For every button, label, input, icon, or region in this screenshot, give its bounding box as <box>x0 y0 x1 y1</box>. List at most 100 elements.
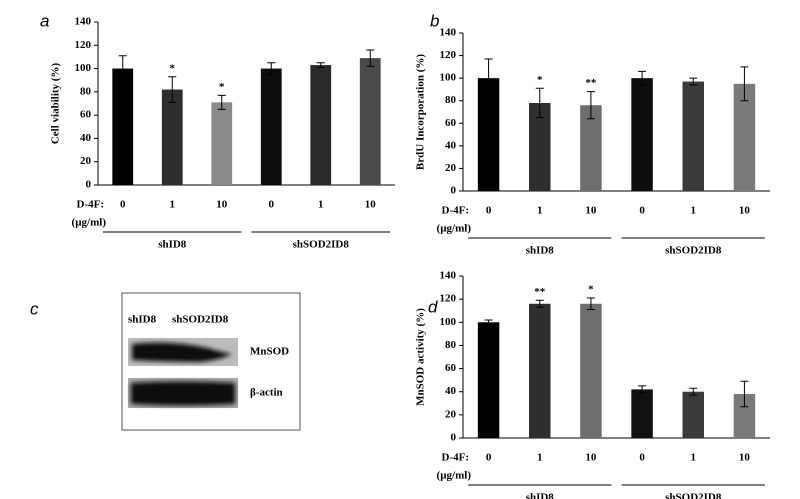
bar <box>682 391 704 438</box>
y-tick-label: 100 <box>440 72 457 84</box>
error-bar <box>638 385 647 394</box>
group-label: shSOD2ID8 <box>293 239 350 251</box>
significance: * <box>170 62 176 74</box>
y-axis-label: Cell viability (%) <box>50 63 62 145</box>
y-tick-label: 140 <box>440 27 457 39</box>
y-axis-label: BrdU Incorporation (%) <box>415 54 427 170</box>
x-tick-label: 0 <box>486 452 492 464</box>
error-bar <box>535 299 544 308</box>
error-bar <box>217 94 226 110</box>
bar <box>310 65 332 185</box>
bar <box>477 78 500 191</box>
x-tick-label: 1 <box>537 205 543 217</box>
bar <box>359 58 381 185</box>
x-tick-label: 1 <box>318 199 324 211</box>
bar <box>733 394 756 438</box>
error-bar <box>689 77 698 86</box>
y-tick-label: 120 <box>75 39 92 51</box>
x-tick-label: 0 <box>120 199 126 211</box>
panel-label: c <box>30 299 39 318</box>
y-tick-label: 20 <box>445 162 457 174</box>
y-tick-label: 100 <box>75 62 92 74</box>
x-tick-label: 0 <box>486 205 492 217</box>
error-bar <box>484 58 493 98</box>
bar <box>529 303 551 438</box>
y-tick-label: 60 <box>80 109 92 121</box>
significance: * <box>588 284 594 296</box>
x-tick-label: 10 <box>585 205 597 217</box>
y-tick-label: 60 <box>445 117 457 129</box>
y-tick-label: 60 <box>445 362 457 374</box>
y-tick-label: 100 <box>440 316 457 328</box>
blot-panel: c shID8 shSOD2ID8 MnSOD β-actin <box>30 292 301 431</box>
error-bar <box>586 297 595 311</box>
x-tick-label: 10 <box>365 199 377 211</box>
bar <box>580 303 602 438</box>
x-tick-label: 0 <box>269 199 275 211</box>
error-bar <box>740 380 749 408</box>
bar <box>733 83 756 191</box>
bar <box>631 78 653 191</box>
error-bar <box>535 87 544 119</box>
x-tick-label: 1 <box>691 205 697 217</box>
x-tick-label: 0 <box>639 205 645 217</box>
y-tick-label: 120 <box>440 49 457 61</box>
blot-band <box>131 381 235 406</box>
panel-label: a <box>40 11 49 30</box>
y-tick-label: 40 <box>445 139 457 151</box>
group-label: shSOD2ID8 <box>665 492 722 499</box>
x-prefix: D-4F: <box>77 199 105 211</box>
x-unit: (µg/ml) <box>437 223 472 235</box>
x-tick-label: 10 <box>739 452 751 464</box>
x-unit: (µg/ml) <box>72 217 107 229</box>
x-tick-label: 10 <box>739 205 751 217</box>
error-bar <box>118 55 127 82</box>
group-label: shID8 <box>526 492 555 499</box>
group-label: shID8 <box>158 239 187 251</box>
x-tick-label: 0 <box>639 452 645 464</box>
y-tick-label: 80 <box>80 85 92 97</box>
bar <box>580 105 602 191</box>
blot-band <box>132 342 232 362</box>
bar <box>682 81 704 191</box>
x-tick-label: 10 <box>585 452 597 464</box>
error-bar <box>689 387 698 396</box>
lane-label: shSOD2ID8 <box>172 314 229 326</box>
y-tick-label: 0 <box>86 179 92 191</box>
bar <box>112 68 134 185</box>
y-tick-label: 140 <box>440 270 457 282</box>
error-bar <box>484 319 493 326</box>
x-unit: (µg/ml) <box>437 470 472 482</box>
y-tick-label: 40 <box>445 385 457 397</box>
error-bar <box>638 70 647 86</box>
bar <box>260 68 282 185</box>
x-tick-label: 10 <box>216 199 228 211</box>
x-prefix: D-4F: <box>442 452 470 464</box>
panel-label: d <box>428 297 438 316</box>
x-tick-label: 1 <box>537 452 543 464</box>
significance: ** <box>585 77 597 89</box>
y-tick-label: 20 <box>445 408 457 420</box>
bar <box>477 322 500 438</box>
error-bar <box>316 62 325 68</box>
y-tick-label: 80 <box>445 94 457 106</box>
bar <box>161 89 183 185</box>
y-axis-label: MnSOD activity (%) <box>415 308 427 406</box>
y-tick-label: 40 <box>80 132 92 144</box>
significance: ** <box>534 286 546 298</box>
x-prefix: D-4F: <box>442 205 470 217</box>
error-bar <box>740 66 749 102</box>
error-bar <box>586 91 595 120</box>
band-label: MnSOD <box>250 346 289 358</box>
group-label: shID8 <box>526 245 555 257</box>
significance: * <box>219 81 225 93</box>
y-tick-label: 140 <box>75 16 92 28</box>
x-tick-label: 1 <box>691 452 697 464</box>
error-bar <box>168 76 177 103</box>
panel-label: b <box>430 11 439 30</box>
error-bar <box>267 62 276 75</box>
lane-label: shID8 <box>128 314 157 326</box>
y-tick-label: 20 <box>80 155 92 167</box>
bar <box>211 102 233 185</box>
